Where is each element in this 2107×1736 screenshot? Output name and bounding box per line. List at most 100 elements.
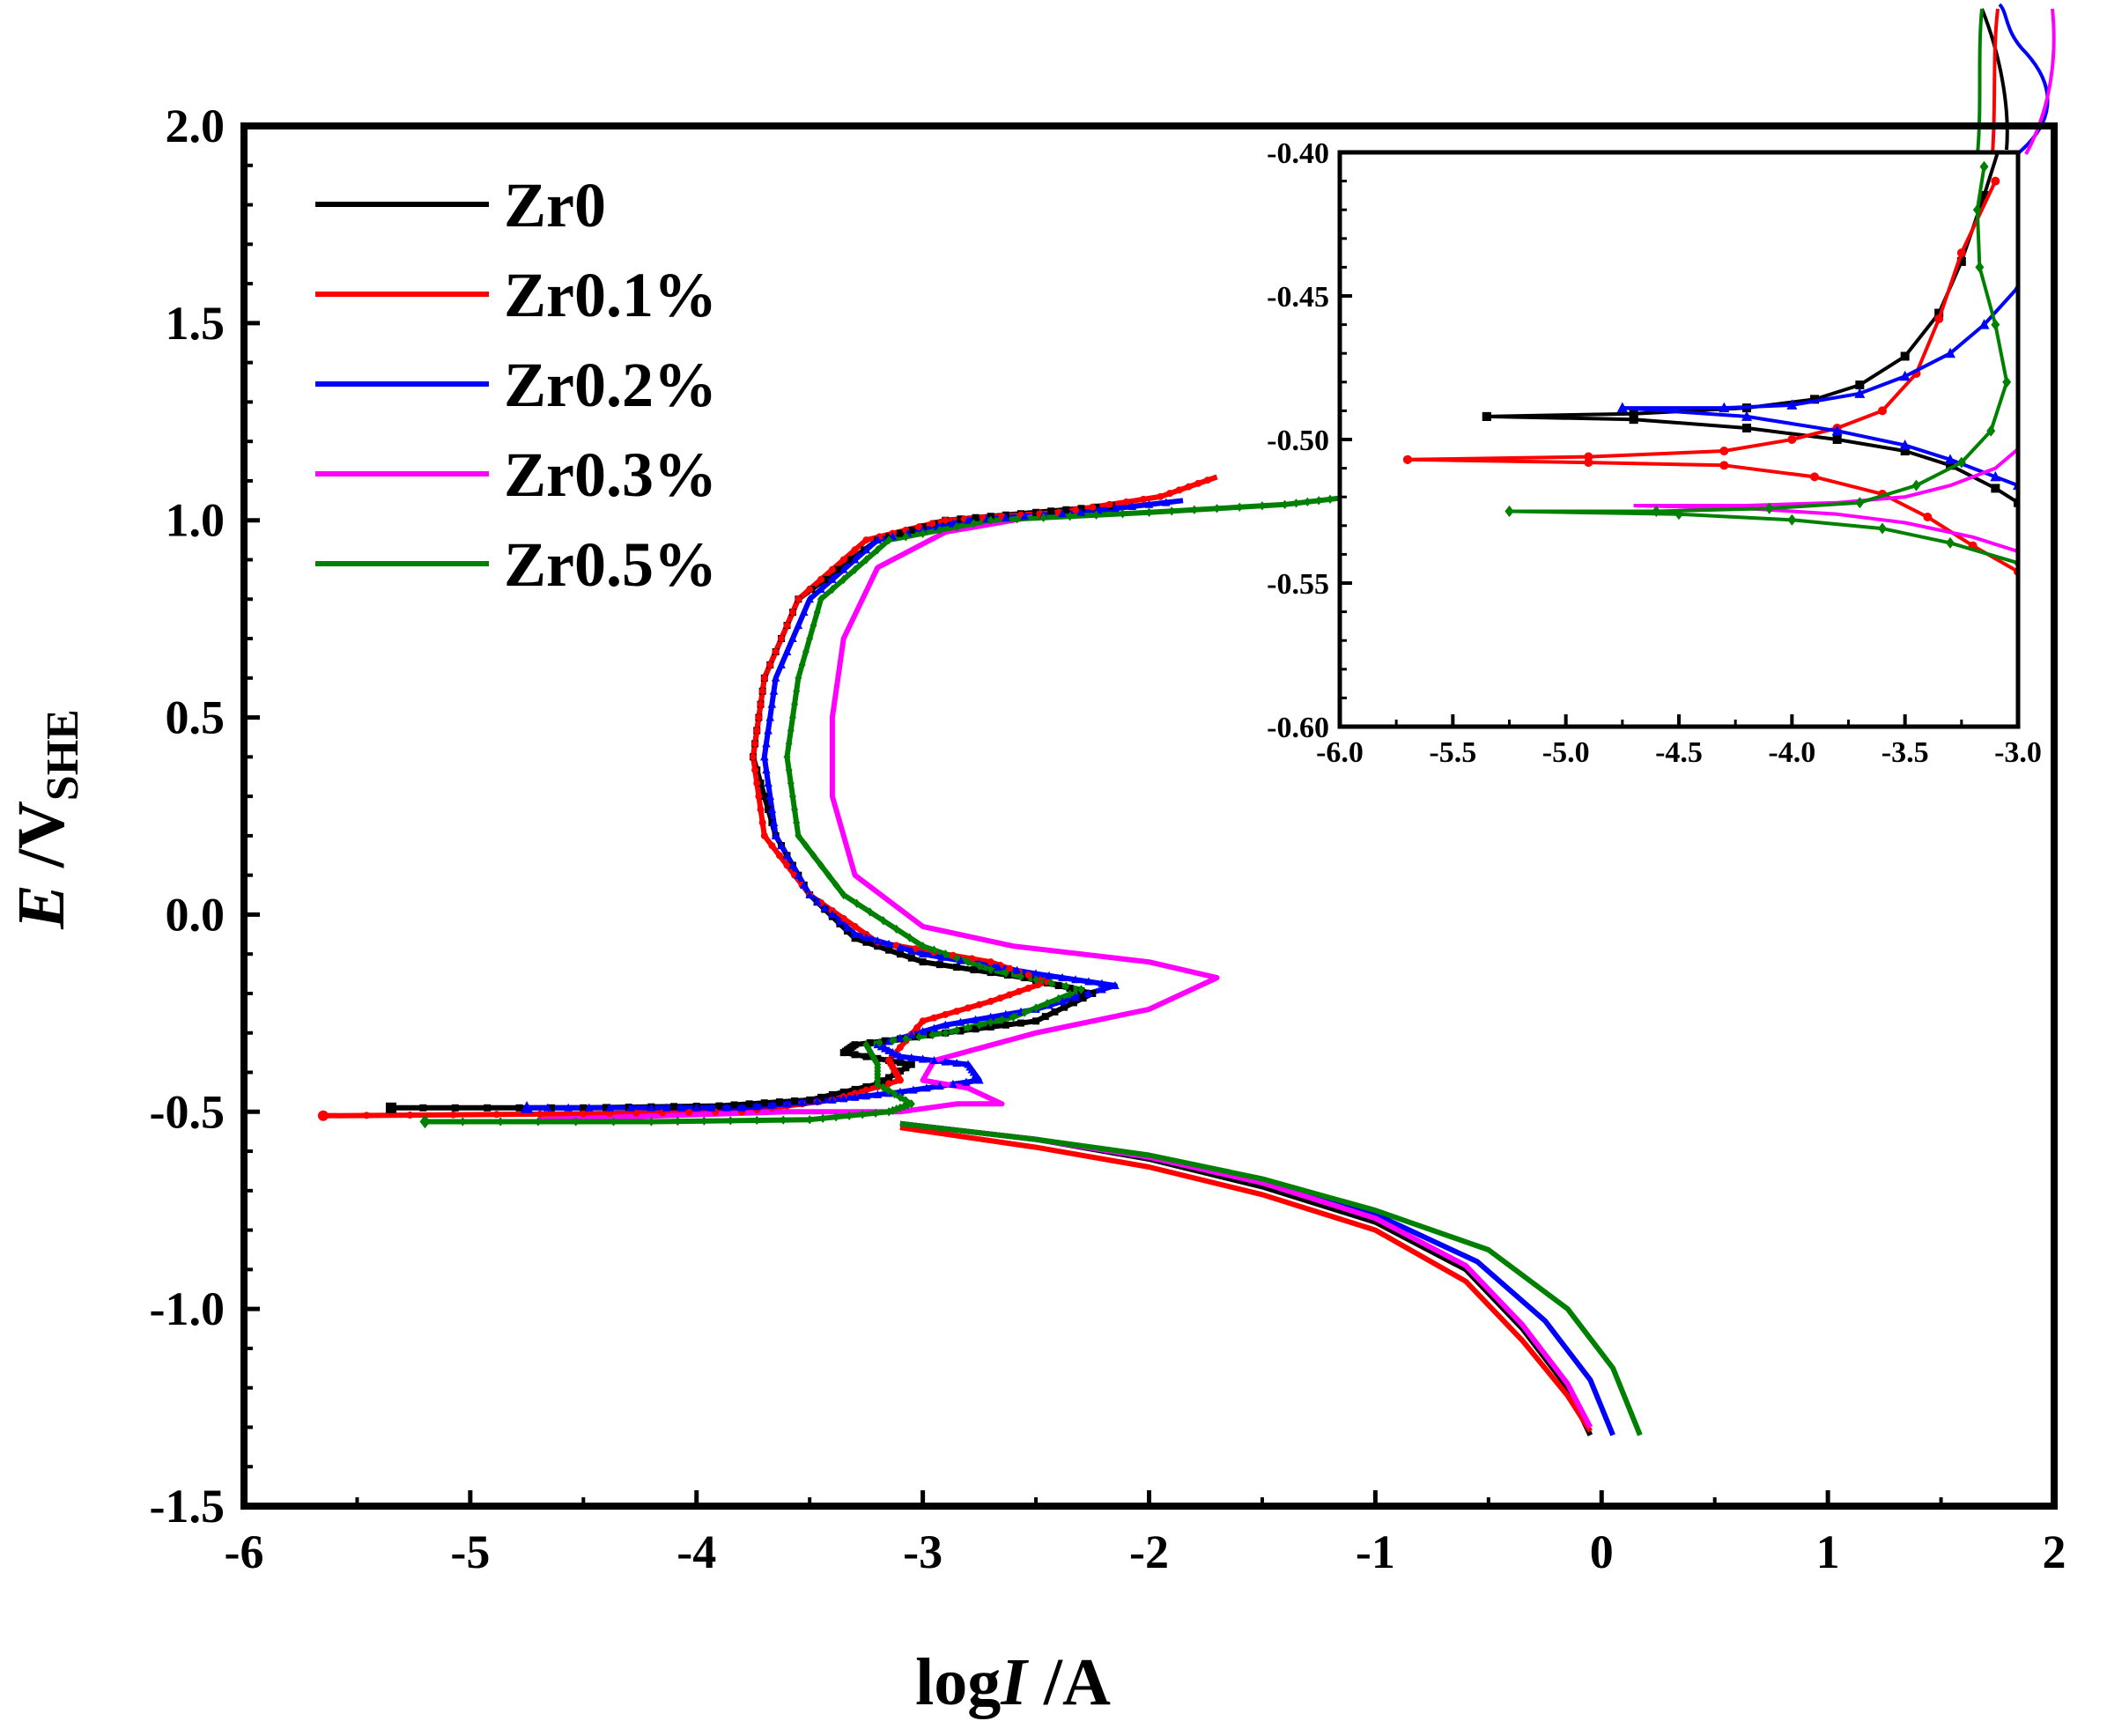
series-zr0-2-marker bbox=[767, 1100, 777, 1109]
series-zr0-5-marker bbox=[853, 898, 861, 908]
series-zr0-marker bbox=[828, 1090, 836, 1098]
series-zr0-1-marker bbox=[913, 1023, 921, 1031]
series-zr0-2-marker bbox=[971, 1015, 980, 1023]
series-zr0-2-marker bbox=[707, 1103, 716, 1112]
series-zr0-2-marker bbox=[1098, 985, 1106, 994]
series-zr0-marker bbox=[1069, 999, 1077, 1007]
series-zr0-2-start-marker bbox=[520, 1101, 534, 1113]
series-zr0-2-marker bbox=[777, 660, 786, 669]
series-zr0-5-marker bbox=[987, 964, 994, 975]
series-zr0-marker bbox=[874, 942, 882, 950]
series-zr0-marker bbox=[1032, 508, 1040, 516]
x-tick-label: -5 bbox=[450, 1525, 490, 1578]
series-zr0-2-marker bbox=[941, 1057, 950, 1066]
series-zr0-5-marker bbox=[1304, 497, 1312, 507]
inset-series-zr0-2-marker bbox=[1741, 410, 1752, 421]
series-zr0-5-marker bbox=[1009, 1012, 1017, 1023]
inset-series-zr0-1-marker bbox=[1787, 435, 1797, 444]
series-zr0-2-cathodic-line bbox=[899, 1120, 1615, 1437]
inset-series-zr0-5-marker bbox=[1764, 502, 1774, 514]
y-tick-label: 1.0 bbox=[166, 494, 225, 547]
series-zr0-1-marker bbox=[758, 687, 766, 695]
series-zr0-2-marker bbox=[850, 1092, 860, 1101]
series-zr0-2-marker bbox=[962, 1077, 971, 1086]
series-zr0-marker bbox=[935, 961, 943, 969]
inset-y-tick-label: -0.40 bbox=[1267, 137, 1329, 170]
series-zr0-5-marker bbox=[1062, 981, 1070, 991]
series-zr0-2-marker bbox=[839, 1094, 848, 1103]
series-zr0-2-marker bbox=[762, 739, 771, 748]
series-zr0-1-marker bbox=[930, 1014, 938, 1022]
series-zr0-1-marker bbox=[862, 536, 870, 544]
series-zr0-5-marker bbox=[1258, 501, 1266, 511]
x-tick-label: 0 bbox=[1590, 1525, 1614, 1578]
inset-series-zr0-marker bbox=[1956, 256, 1966, 266]
series-zr0-2-marker bbox=[906, 1030, 916, 1038]
inset-series-zr0-marker bbox=[1900, 351, 1910, 361]
series-zr0-5-marker bbox=[928, 1030, 936, 1040]
series-zr0-2-marker bbox=[906, 946, 916, 955]
series-zr0-1-cathodic-line bbox=[899, 1125, 1593, 1433]
series-zr0-5-marker bbox=[787, 778, 795, 788]
series-zr0-5-marker bbox=[930, 945, 938, 955]
y-axis-title: E /VSHE bbox=[4, 709, 88, 930]
series-zr0-2-marker bbox=[691, 1103, 701, 1112]
series-zr0-2-marker bbox=[765, 791, 775, 801]
series-zr0-5-marker bbox=[1021, 1008, 1029, 1017]
series-zr0-5-marker bbox=[1092, 510, 1100, 520]
series-zr0-2-marker bbox=[1161, 498, 1171, 506]
series-zr0-1-marker bbox=[828, 565, 836, 573]
series-zr0-5-marker bbox=[753, 1115, 761, 1126]
x-axis-title-part-2: I bbox=[1000, 1645, 1029, 1719]
series-zr0-5-marker bbox=[889, 1036, 897, 1045]
series-zr0-5-marker bbox=[872, 1056, 880, 1067]
series-zr0-1-marker bbox=[778, 635, 786, 643]
series-zr0-marker bbox=[879, 1077, 887, 1085]
series-zr0-2-marker bbox=[817, 584, 825, 594]
series-zr0-1-marker bbox=[885, 1057, 893, 1065]
inset-series-zr0-1-cathodic-line bbox=[1407, 457, 2018, 573]
x-tick-label: -3 bbox=[903, 1525, 943, 1578]
legend-label-zr0-1: Zr0.1% bbox=[504, 260, 717, 330]
series-zr0-2-marker bbox=[722, 1103, 731, 1112]
series-zr0-5-marker bbox=[795, 831, 802, 841]
series-zr0-2-marker bbox=[769, 817, 779, 826]
series-zr0-5-marker bbox=[915, 1032, 923, 1042]
series-zr0-5-marker bbox=[806, 633, 814, 644]
inset-y-tick-label: -0.50 bbox=[1267, 425, 1329, 457]
series-zr0-marker bbox=[515, 1104, 523, 1112]
inset-series-zr0-2-marker bbox=[1899, 440, 1911, 450]
series-zr0-5-marker bbox=[674, 1116, 682, 1127]
series-zr0-marker bbox=[919, 958, 927, 966]
series-zr0-1-marker bbox=[996, 994, 1004, 1002]
series-zr0-marker bbox=[791, 1097, 799, 1104]
inset-axis-ticks: -6.0 -5.5 -5.0 -4.5 -4.0 -3.5 -3.0 -0.60 -0.55 -0… bbox=[1267, 137, 2042, 769]
series-zr0-1-marker bbox=[536, 1110, 544, 1118]
series-zr0-2-marker bbox=[797, 1097, 807, 1106]
inset-series-zr0-2-anodic-line bbox=[1622, 285, 2018, 410]
series-zr0-5-marker bbox=[874, 1060, 882, 1069]
series-zr0-1-marker bbox=[757, 700, 765, 708]
series-zr0-2-marker bbox=[873, 1090, 883, 1098]
y-axis-title-part-2: /V bbox=[4, 801, 78, 884]
inset-series-zr0-5-marker bbox=[1956, 456, 1966, 469]
series-zr0-2-marker bbox=[760, 752, 769, 761]
inset-series-zr0-5-cathodic-line bbox=[1509, 509, 2018, 565]
series-zr0-5-marker bbox=[700, 1116, 708, 1126]
inset-series-zr0-marker bbox=[1900, 447, 1910, 456]
series-zr0-2-marker bbox=[605, 1103, 615, 1112]
inset-series-zr0-2-marker bbox=[1899, 370, 1911, 381]
inset-series-zr0-5-marker bbox=[1972, 203, 1982, 216]
series-zr0-5-marker bbox=[785, 765, 793, 775]
series-zr0-5-marker bbox=[787, 726, 795, 735]
series-zr0-5-marker bbox=[904, 1100, 912, 1111]
series-zr0-5-marker bbox=[1145, 507, 1153, 517]
inset-series-zr0-2-marker bbox=[1831, 425, 1843, 436]
series-zr0-2-marker bbox=[1071, 993, 1080, 1001]
series-zr0-marker bbox=[851, 1041, 859, 1049]
legend-label-zr0: Zr0 bbox=[504, 170, 606, 240]
series-zr0-marker bbox=[821, 575, 829, 583]
series-zr0-marker bbox=[970, 966, 978, 974]
series-zr0-1-marker bbox=[788, 609, 796, 617]
series-zr0-5-marker bbox=[987, 1017, 994, 1028]
